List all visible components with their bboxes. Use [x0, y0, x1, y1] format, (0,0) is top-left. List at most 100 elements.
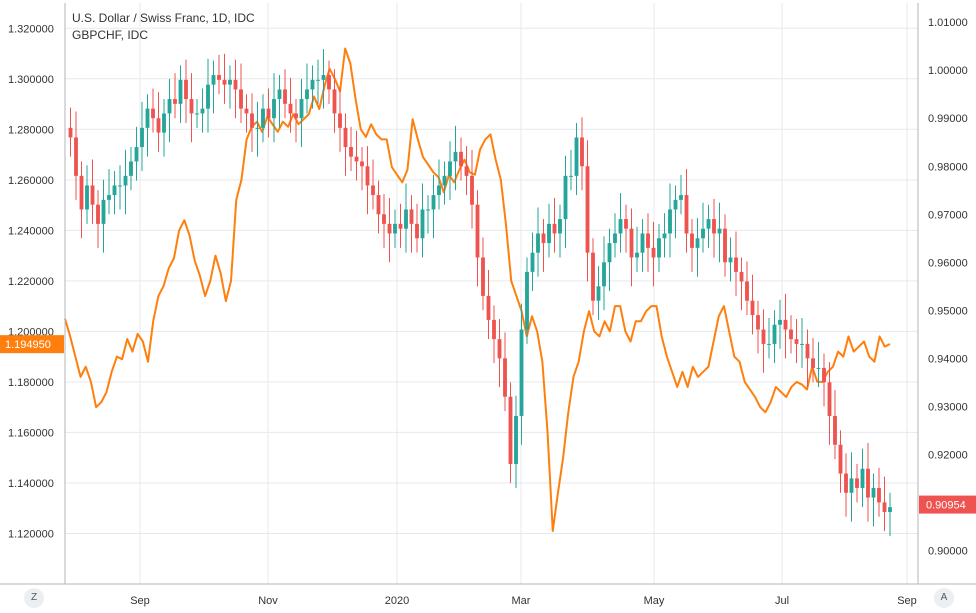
candle-body [860, 468, 865, 488]
candle-body [398, 223, 403, 229]
grid-layer [65, 3, 918, 584]
candle-body [68, 127, 73, 138]
candle-body [288, 103, 293, 114]
candle-body [811, 358, 815, 368]
candle-body [635, 252, 639, 258]
candle-body [794, 339, 799, 344]
x-tick-label: Sep [897, 595, 917, 607]
candle-body [305, 89, 309, 100]
right-scale-button[interactable]: A [934, 588, 954, 608]
candle-body [717, 228, 722, 234]
left-scale-button[interactable]: Z [24, 588, 44, 608]
candle-body [250, 113, 254, 128]
candle-body [734, 257, 738, 272]
candle-body [371, 185, 375, 196]
candle-body [481, 257, 485, 296]
candle-body [745, 281, 749, 301]
candle-body [404, 209, 408, 229]
candle-body [756, 315, 760, 330]
candle-body [321, 75, 326, 80]
candle-body [684, 195, 689, 234]
left-tick-label: 1.140000 [8, 478, 54, 490]
candle-body [272, 99, 276, 119]
candle-body [173, 99, 177, 104]
candle-body [679, 195, 683, 200]
candle-body [530, 252, 535, 272]
candle-body [585, 166, 590, 253]
candle-body [266, 108, 271, 119]
candle-body [233, 79, 238, 90]
candle-body [574, 137, 579, 176]
candle-body [783, 319, 788, 330]
overlay-series-line [64, 47, 891, 532]
candle-body [673, 199, 678, 210]
candle-body [844, 473, 848, 493]
left-tick-label: 1.320000 [8, 23, 54, 35]
right-tick-label: 0.96000 [928, 257, 968, 269]
candle-body [552, 223, 557, 234]
candle-body [376, 195, 381, 215]
right-price-badge [919, 495, 976, 514]
candle-body [354, 156, 359, 162]
candle-body [618, 219, 623, 234]
candle-body [387, 223, 392, 234]
candle-body [723, 228, 727, 263]
candle-body [294, 113, 298, 119]
right-tick-label: 0.97000 [928, 209, 968, 221]
candle-body [613, 233, 617, 244]
candle-body [789, 329, 793, 340]
right-tick-label: 1.01000 [928, 17, 968, 29]
candle-body [778, 319, 782, 325]
candle-body [382, 214, 386, 224]
candle-body [657, 238, 661, 258]
candle-body [805, 343, 810, 359]
candle-body [189, 99, 194, 114]
candle-body [607, 243, 612, 263]
candle-body [800, 343, 804, 345]
candle-body [299, 99, 304, 119]
candle-body [195, 113, 199, 115]
candle-body [602, 262, 606, 287]
candle-body [316, 79, 320, 81]
x-tick-label: May [644, 595, 665, 607]
candle-body [107, 195, 111, 200]
candle-body [541, 233, 546, 244]
candle-body [85, 185, 89, 210]
left-tick-label: 1.280000 [8, 124, 54, 136]
left-tick-label: 1.240000 [8, 225, 54, 237]
candle-body [283, 89, 287, 104]
left-tick-label: 1.120000 [8, 528, 54, 540]
candle-body [437, 185, 441, 196]
candle-body [855, 478, 859, 488]
candle-body [327, 75, 331, 90]
right-tick-label: 0.94000 [928, 353, 968, 365]
candle-body [96, 204, 100, 224]
candle-body [118, 185, 122, 187]
candle-body [662, 233, 667, 239]
candle-body [558, 219, 562, 234]
candle-body [668, 209, 672, 234]
candle-body [508, 396, 513, 464]
candle-body [739, 271, 744, 282]
candle-body [849, 478, 854, 493]
candle-body [134, 147, 139, 162]
candle-body [415, 223, 419, 239]
candle-body [123, 175, 128, 186]
candle-body [497, 339, 502, 359]
candle-body [701, 228, 705, 239]
candle-body [365, 166, 370, 186]
candle-body [882, 502, 887, 512]
candle-body [877, 487, 881, 503]
x-tick-label: 2020 [385, 595, 409, 607]
chart-title: U.S. Dollar / Swiss Franc, 1D, IDC [72, 11, 255, 25]
candle-body [178, 79, 183, 104]
candle-body [79, 175, 84, 210]
candle-body [470, 175, 474, 205]
candle-body [420, 209, 425, 239]
right-tick-label: 0.99000 [928, 113, 968, 125]
candle-body [90, 185, 95, 205]
candle-body [140, 127, 144, 148]
candle-body [255, 127, 260, 129]
